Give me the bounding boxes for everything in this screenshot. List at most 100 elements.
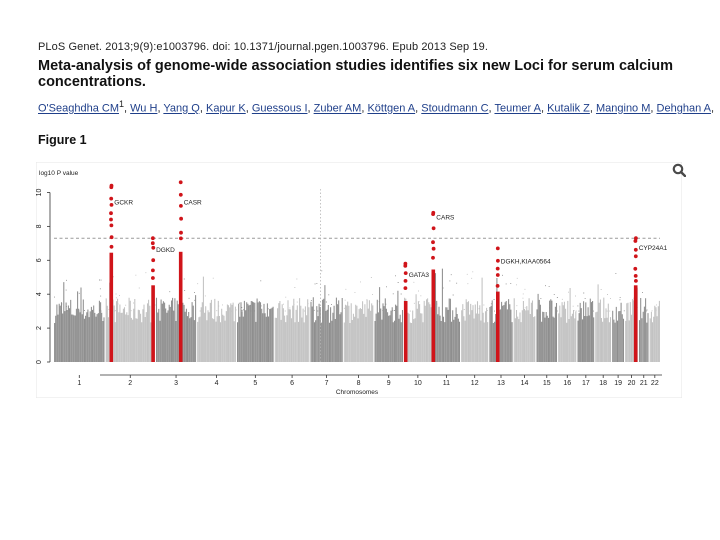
locus-point — [495, 246, 500, 251]
chromosome-points-15 — [536, 285, 558, 362]
x-tick-label: 2 — [128, 380, 132, 387]
author-link[interactable]: Köttgen A — [367, 102, 416, 115]
locus-point — [179, 204, 183, 208]
locus-point — [633, 266, 638, 271]
chromosome-points-21 — [638, 292, 649, 362]
chromosome-points-16 — [558, 288, 577, 362]
locus-point — [178, 192, 183, 197]
locus-bar — [178, 251, 183, 362]
author-link[interactable]: Wu H — [130, 102, 158, 115]
locus-point — [179, 236, 183, 241]
y-tick-label: 4 — [36, 292, 43, 296]
locus-label: DGKD — [156, 247, 175, 254]
chromosome-points-5 — [236, 280, 274, 362]
x-axis-title: Chromosomes — [336, 389, 379, 396]
author-link[interactable]: Dehghan A — [656, 102, 711, 115]
x-tick-label: 6 — [290, 380, 294, 387]
locus-point — [633, 254, 638, 259]
locus-gckr: GCKR — [109, 183, 133, 362]
locus-point — [109, 211, 113, 216]
locus-point — [633, 247, 638, 252]
locus-point — [109, 183, 114, 188]
chromosome-points-12 — [461, 271, 489, 362]
x-tick-label: 11 — [443, 380, 450, 387]
locus-point — [495, 266, 500, 271]
locus-point — [151, 236, 155, 241]
author-link[interactable]: O'Seaghdha CM — [38, 102, 119, 115]
chromosome-points-4 — [197, 276, 237, 362]
locus-point — [179, 230, 183, 235]
chromosome-points-18 — [595, 284, 612, 362]
locus-label: DGKH,KIAA0564 — [501, 259, 551, 266]
locus-point — [633, 274, 638, 278]
x-tick-label: 12 — [471, 380, 479, 387]
locus-dgkd: DGKD — [150, 236, 175, 362]
x-tick-label: 21 — [640, 380, 648, 387]
citation: PLoS Genet. 2013;9(9):e1003796. doi: 10.… — [38, 41, 488, 53]
chromosome-points-14 — [513, 277, 536, 362]
magnifier-icon[interactable] — [672, 163, 686, 177]
chromosome-points-8 — [343, 277, 374, 362]
locus-point — [109, 217, 113, 222]
y-tick-label: 10 — [36, 188, 43, 196]
locus-point — [151, 268, 155, 273]
locus-bar — [109, 252, 114, 362]
locus-point — [178, 180, 183, 185]
x-tick-label: 14 — [521, 380, 529, 387]
locus-point — [431, 246, 436, 251]
manhattan-plot: 0 2 4 6 8 10 log10 P value 1 2 3 4 5 6 7 8 9 10 11 12 13 14 1… — [36, 162, 682, 398]
locus-label: CYP24A1 — [639, 245, 668, 252]
author-link[interactable]: Yang Q — [163, 102, 200, 115]
author-link[interactable]: Kapur K — [205, 102, 246, 115]
author-link[interactable]: Teumer A — [494, 102, 541, 115]
locus-point — [496, 258, 500, 263]
locus-point — [633, 239, 638, 243]
locus-point — [151, 245, 156, 250]
x-tick-label: 4 — [215, 380, 219, 387]
x-tick-label: 7 — [325, 380, 329, 387]
locus-point — [431, 240, 435, 245]
locus-bar — [403, 301, 408, 362]
figure-frame — [36, 162, 682, 398]
locus-point — [431, 255, 435, 260]
x-tick-label: 15 — [543, 380, 551, 387]
x-tick-label: 20 — [628, 380, 636, 387]
locus-cyp24a1: CYP24A1 — [633, 236, 668, 362]
locus-point — [431, 226, 436, 231]
locus-point — [634, 236, 638, 241]
locus-point — [634, 279, 638, 283]
locus-point — [109, 223, 114, 228]
x-tick-label: 10 — [414, 380, 422, 387]
locus-point — [109, 235, 114, 240]
author-list: O'Seaghdha CM1, Wu H, Yang Q, Kapur K, G… — [38, 99, 715, 115]
locus-gata3: GATA3 — [403, 261, 429, 362]
author-link[interactable]: Zuber AM — [313, 102, 362, 115]
article-title: Meta-analysis of genome-wide association… — [38, 58, 673, 90]
author-link[interactable]: Kutalik Z — [547, 102, 590, 115]
chromosome-points-19 — [612, 272, 625, 362]
chromosome-points-1 — [54, 279, 105, 362]
author-link[interactable]: Mangino M — [595, 102, 651, 115]
locus-point — [109, 203, 114, 207]
locus-label: CARS — [436, 215, 455, 222]
y-axis-title: log10 P value — [39, 170, 79, 177]
x-tick-label: 5 — [253, 380, 257, 387]
y-tick-label: 2 — [36, 326, 43, 330]
locus-point — [495, 273, 500, 277]
figure-label: Figure 1 — [38, 133, 87, 147]
locus-point — [403, 286, 408, 290]
author-link[interactable]: Guessous I — [251, 102, 308, 115]
x-tick-label: 22 — [651, 380, 659, 387]
locus-point — [431, 210, 436, 215]
chromosome-points-3 — [155, 278, 197, 362]
locus-bar — [633, 285, 638, 362]
y-tick-label: 6 — [36, 258, 43, 262]
x-tick-label: 3 — [174, 380, 178, 387]
x-tick-label: 17 — [582, 380, 590, 387]
locus-dgkh-kiaa0564: DGKH,KIAA0564 — [495, 246, 551, 362]
locus-point — [403, 261, 408, 266]
chromosome-points-6 — [274, 278, 310, 362]
locus-bar — [151, 285, 155, 362]
author-link[interactable]: Stoudmann C — [421, 102, 489, 115]
